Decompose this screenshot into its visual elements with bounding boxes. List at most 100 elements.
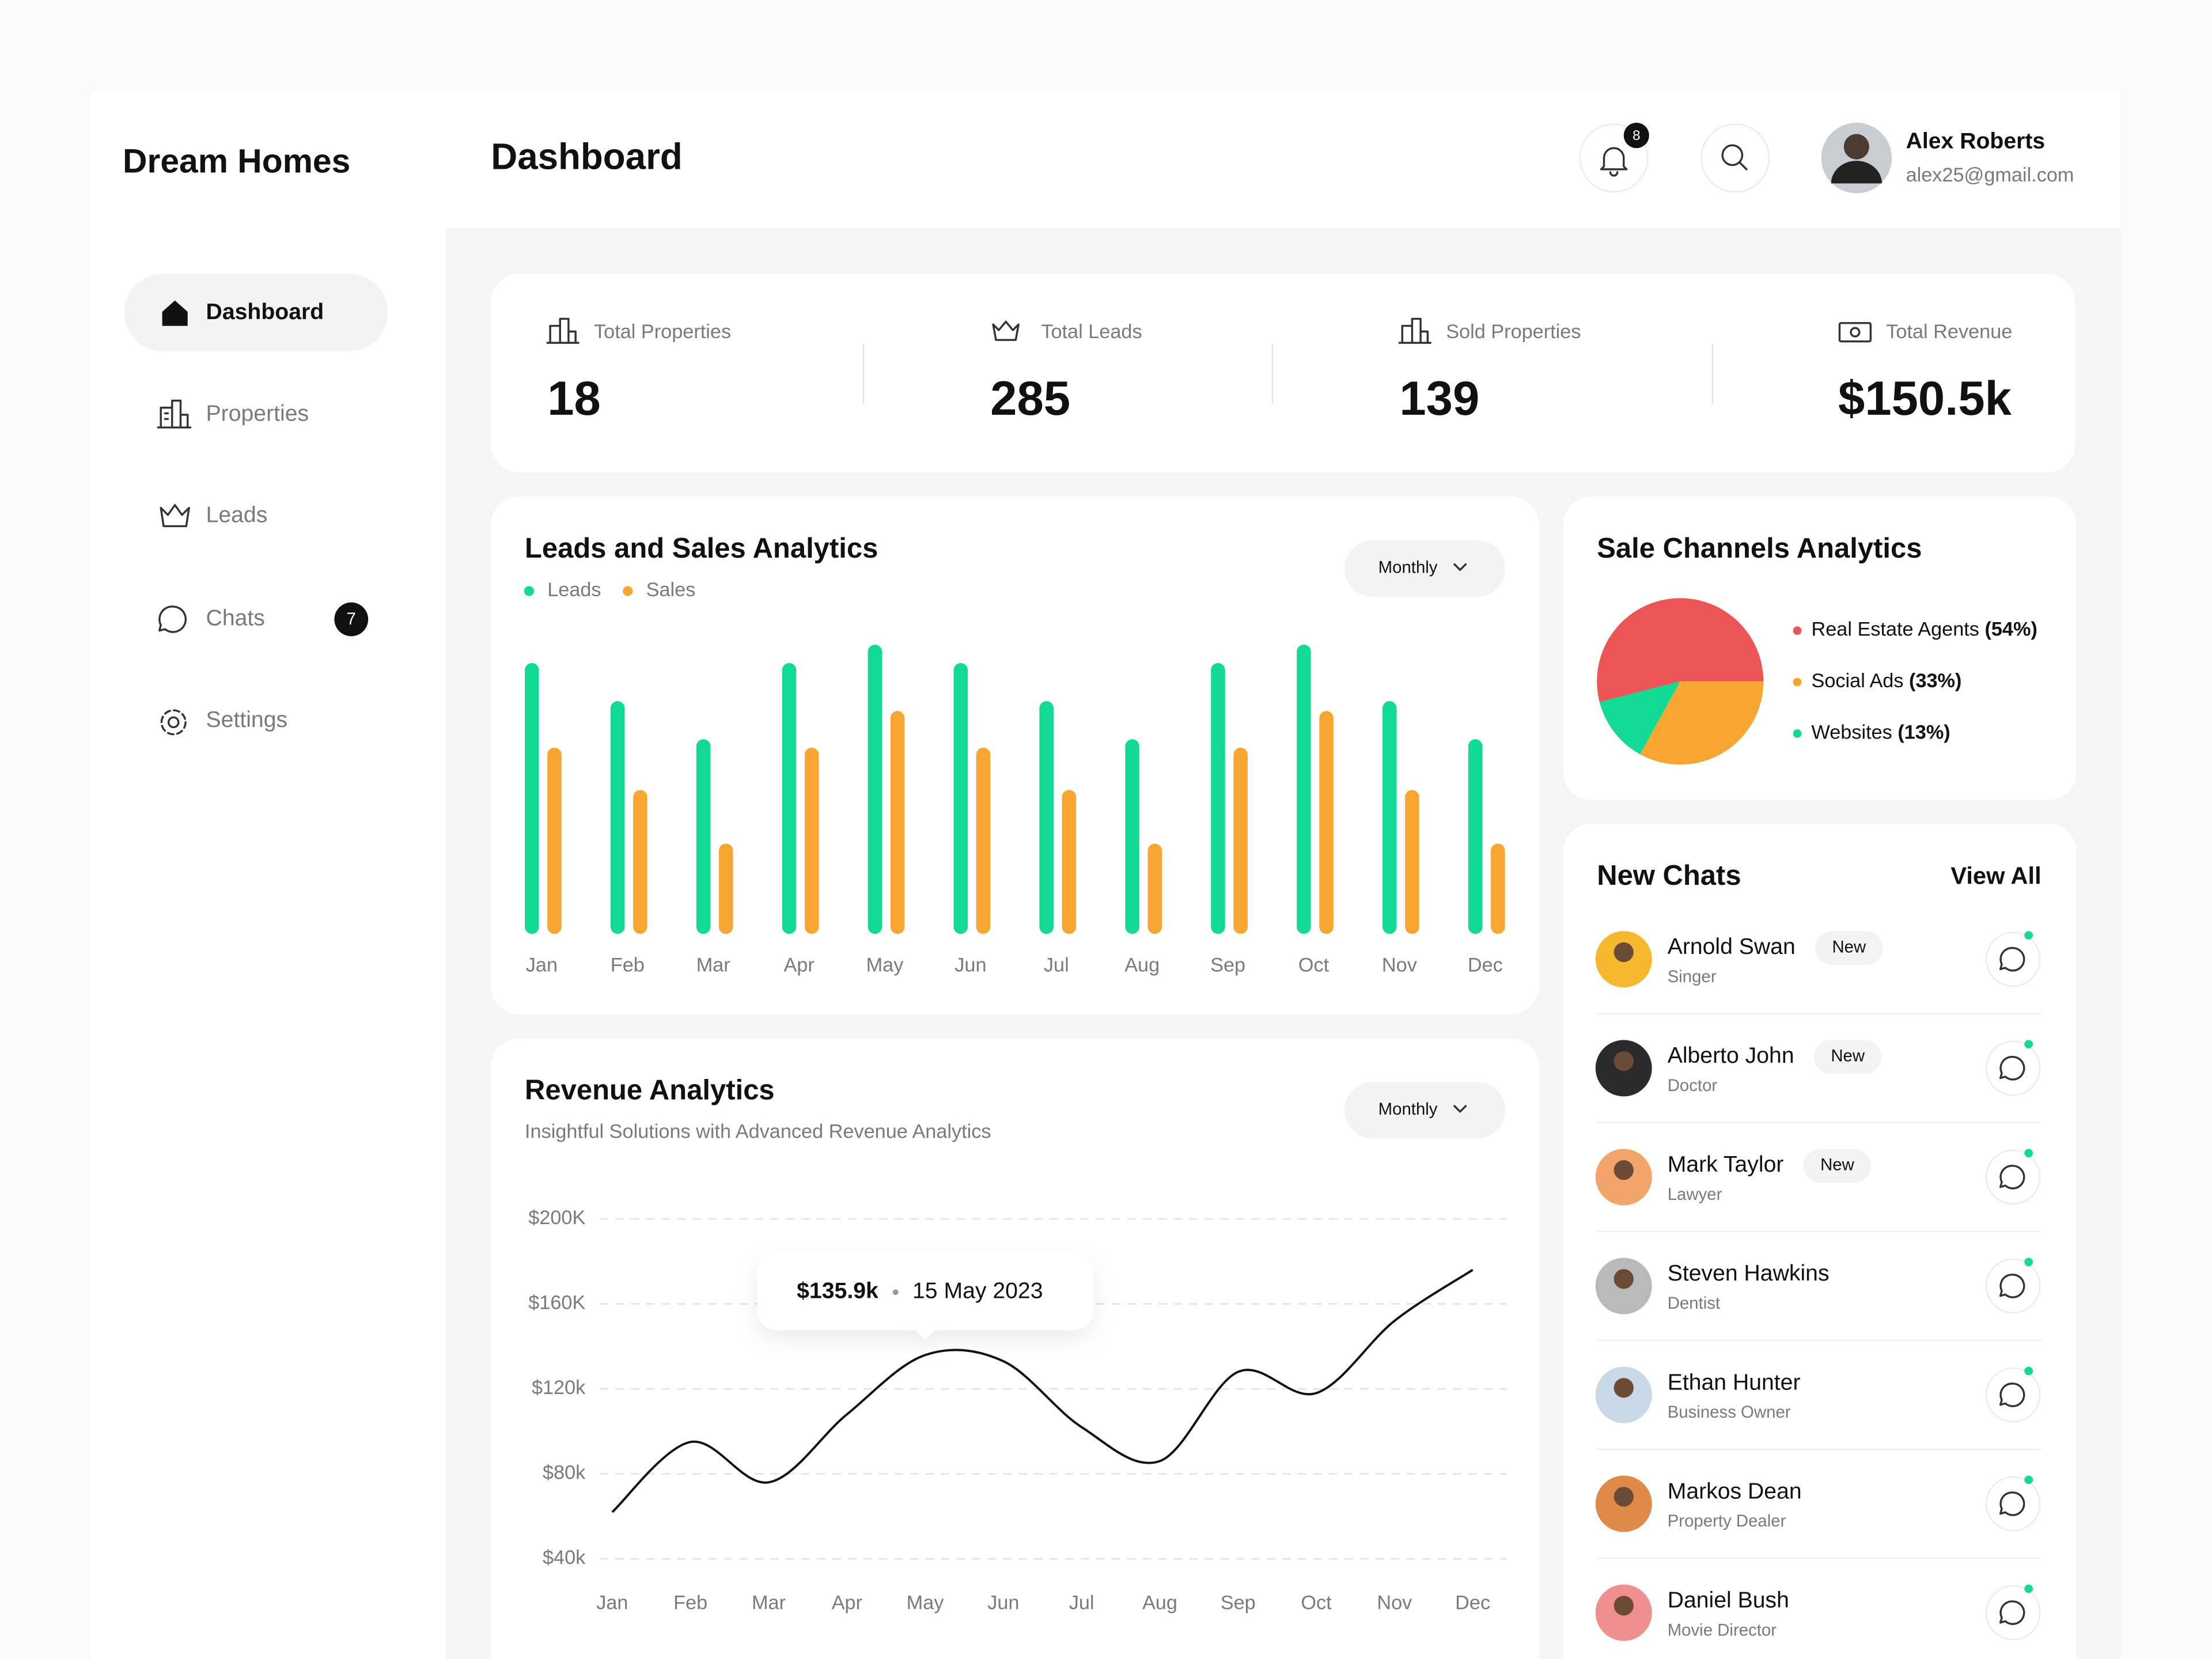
stat-label: Sold Properties [1446,321,1581,343]
legend-value: (13%) [1897,722,1950,744]
view-all[interactable]: View All [1950,862,2041,889]
bar [1233,747,1248,934]
x-tick-label: Mar [696,955,730,976]
legend-dot [524,586,534,596]
nav-label: Settings [206,707,288,732]
bar [782,663,797,934]
chat-item[interactable]: Ethan Hunter Business Owner [1595,1366,2041,1450]
x-tick-label: May [907,1592,945,1614]
y-tick-label: $200K [528,1207,585,1229]
nav-item[interactable]: Chats 7 [206,602,369,637]
nav-label: Properties [206,401,309,426]
bar [868,645,882,934]
filter-label: Monthly [1378,558,1438,577]
x-tick-label: Sep [1221,1592,1256,1614]
chats-title: New Chats [1597,860,1741,891]
legend-dot [1793,729,1802,738]
chat-name: Steven Hawkins [1668,1261,1830,1286]
chat-icon [1999,1165,2025,1190]
legend-name: Websites [1811,722,1892,744]
bar [976,747,991,934]
y-tick-label: $120k [532,1377,586,1399]
chat-button[interactable] [1985,931,2041,987]
chat-button[interactable] [1985,1149,2041,1205]
stat-value: $150.5k [1838,372,2012,425]
pie-slice [1640,681,1764,765]
chat-button[interactable] [1985,1040,2041,1096]
bar [1405,790,1419,934]
channels-title: Sale Channels Analytics [1597,533,1922,564]
chat-button[interactable] [1985,1258,2041,1314]
leads-title: Leads and Sales Analytics [525,533,878,564]
bar [696,739,711,934]
x-tick-label: Aug [1142,1592,1177,1614]
leads-card [491,497,1539,1014]
x-tick-label: Jan [596,1592,628,1614]
sidebar-nav [124,274,388,736]
new-badge-bg [1803,1149,1872,1183]
new-badge: New [1831,1047,1865,1066]
x-tick-label: Sep [1210,955,1245,976]
stat-label: Total Properties [594,321,731,343]
chat-icon [1999,1382,2025,1407]
nav-active-pill [124,274,388,351]
chat-item[interactable]: Daniel Bush Movie Director [1595,1584,2041,1641]
chat-button[interactable] [1985,1476,2041,1532]
revenue-line [611,1268,1474,1513]
online-dot [2024,1475,2033,1484]
chat-item[interactable]: Mark Taylor Lawyer New [1595,1149,2041,1233]
bar [719,843,733,934]
stat-label: Total Revenue [1886,321,2012,343]
online-dot [2024,1257,2033,1267]
revenue-filter[interactable]: Monthly [1344,1082,1506,1139]
x-tick-label: May [866,955,904,976]
stat-value: 139 [1399,372,1479,425]
legend-value: (33%) [1909,670,1961,692]
x-tick-label: Aug [1124,955,1160,976]
avatar-head [1613,1051,1634,1071]
bar [953,663,968,934]
x-tick-label: Jun [955,955,986,976]
chat-name: Arnold Swan [1668,934,1796,959]
bar [547,747,562,934]
chat-name: Daniel Bush [1668,1588,1789,1612]
nav-item[interactable]: Leads [206,503,268,528]
x-tick-label: Nov [1377,1592,1412,1614]
user-profile[interactable]: Alex Roberts alex25@gmail.com [1821,123,2074,194]
chat-icon [1999,946,2025,972]
stat-value: 285 [990,372,1070,425]
notification-button[interactable]: 8 [1579,123,1649,193]
nav-item[interactable]: Dashboard [206,300,324,324]
chat-icon [1999,1600,2025,1625]
chat-item[interactable]: Markos Dean Property Dealer [1595,1475,2041,1559]
nav-badge [334,602,369,637]
x-tick-label: Mar [752,1592,786,1614]
chat-button[interactable] [1985,1585,2041,1641]
bar [1062,790,1077,934]
leads-filter[interactable]: Monthly [1344,540,1506,597]
notification-count: 8 [1633,128,1641,143]
chat-role: Property Dealer [1668,1512,1786,1531]
stats-card [491,274,2075,473]
x-tick-label: Dec [1468,955,1503,976]
chat-item[interactable]: Steven Hawkins Dentist [1595,1257,2041,1342]
legend-label: Leads [547,579,601,601]
search-button[interactable] [1700,123,1770,193]
chat-item[interactable]: Arnold Swan Singer New [1595,931,2041,1015]
stat-label: Total Leads [1041,321,1142,343]
x-tick-label: Jan [526,955,558,976]
revenue-title: Revenue Analytics [525,1074,775,1105]
chat-item[interactable]: Alberto John Doctor New [1595,1040,2041,1124]
chat-role: Business Owner [1668,1403,1791,1422]
bar [1319,711,1334,934]
nav-item[interactable]: Properties [206,401,309,426]
nav-item[interactable]: Settings [206,707,288,732]
chat-name: Mark Taylor [1668,1152,1784,1177]
chat-name: Ethan Hunter [1668,1370,1801,1395]
nav-label: Chats [206,605,265,630]
legend-value: (54%) [1984,619,2037,641]
tooltip-value: $135.9k [797,1279,878,1304]
chat-icon [1999,1491,2025,1516]
chat-button[interactable] [1985,1367,2041,1423]
